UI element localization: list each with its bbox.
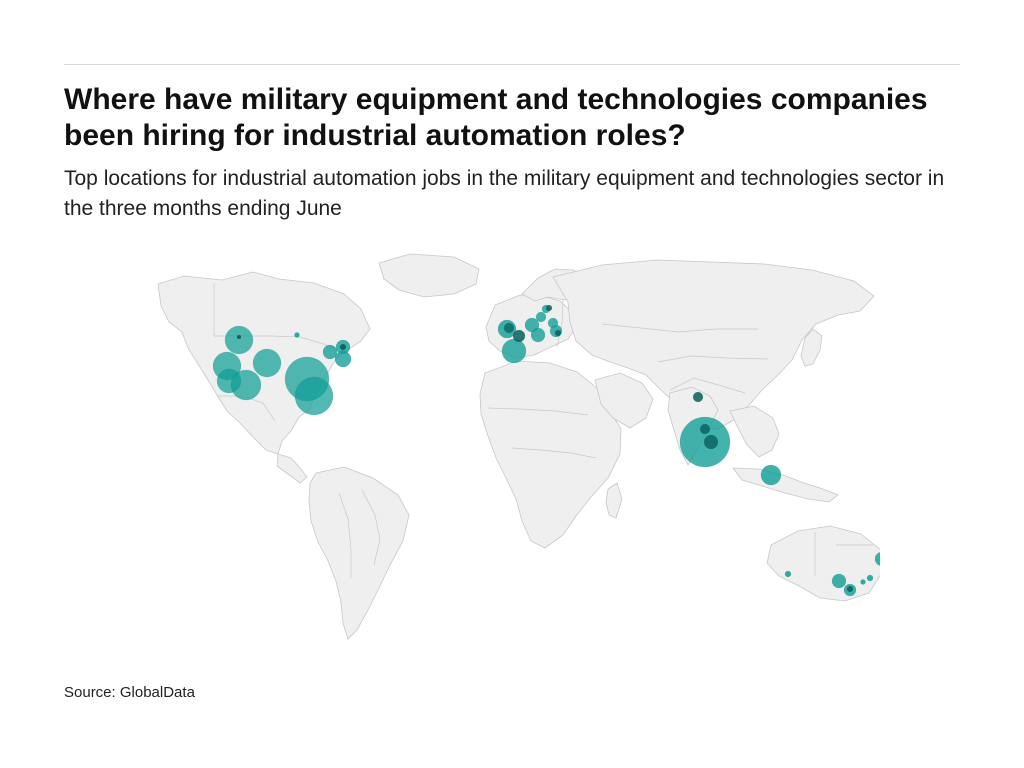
bubble-hyderabad: [703, 434, 719, 450]
border-asia-b: [657, 355, 769, 363]
bubble-western-canada: [224, 325, 254, 355]
chart-subtitle: Top locations for industrial automation …: [64, 167, 945, 220]
land-layer: [157, 253, 880, 640]
bubble-melbourne-dark: [846, 585, 854, 593]
world-map: [157, 253, 880, 640]
land-africa: [479, 360, 622, 549]
land-asia: [552, 259, 875, 430]
border-mexico: [217, 395, 276, 422]
bubble-bengaluru: [699, 423, 711, 435]
bubble-colorado: [252, 348, 282, 378]
bubble-florida: [294, 376, 334, 416]
land-madagascar: [605, 482, 623, 519]
bubble-north-india: [692, 391, 704, 403]
land-australia: [766, 525, 880, 602]
bubble-central-europe: [530, 327, 546, 343]
bubble-east-coast: [334, 350, 352, 368]
border-asia-c: [669, 377, 746, 394]
bubble-eastern-europe-dark: [554, 329, 562, 337]
top-divider: [64, 64, 960, 65]
bubble-benelux: [512, 329, 526, 343]
bubble-layer: [212, 304, 880, 597]
bubble-brisbane: [874, 552, 880, 566]
border-asia-a: [601, 323, 758, 333]
bubble-great-lakes-dark: [339, 343, 347, 351]
bubble-adelaide: [831, 573, 847, 589]
bubble-france: [501, 338, 527, 364]
bubble-canberra: [860, 579, 866, 585]
land-greenland: [378, 253, 480, 298]
border-south-america-west: [338, 492, 352, 578]
border-australia: [814, 532, 873, 576]
world-map-container: [150, 245, 880, 645]
bubble-great-lakes-a: [322, 344, 338, 360]
bubble-sweden: [545, 304, 553, 312]
bubble-germany-b: [535, 311, 547, 323]
land-south-america: [308, 466, 410, 640]
bubble-west-canada-marker: [236, 334, 242, 340]
land-southeast-asia: [729, 405, 780, 458]
country-borders: [213, 283, 873, 578]
bubble-central-canada: [294, 332, 300, 338]
bubble-california: [230, 369, 262, 401]
border-europe-east: [556, 299, 564, 348]
land-central-america: [276, 453, 308, 484]
land-indonesia: [732, 467, 839, 503]
land-arabia: [594, 372, 654, 429]
border-africa-central: [511, 447, 597, 459]
border-south-america-east: [361, 489, 381, 566]
bubble-perth: [784, 570, 792, 578]
bubble-sydney: [866, 574, 874, 582]
source-note: Source: GlobalData: [64, 684, 195, 701]
bubble-england-dark: [503, 322, 515, 334]
bubble-singapore: [760, 464, 782, 486]
chart-title: Where have military equipment and techno…: [64, 83, 928, 152]
land-japan: [800, 328, 823, 367]
border-africa-north: [487, 407, 589, 416]
